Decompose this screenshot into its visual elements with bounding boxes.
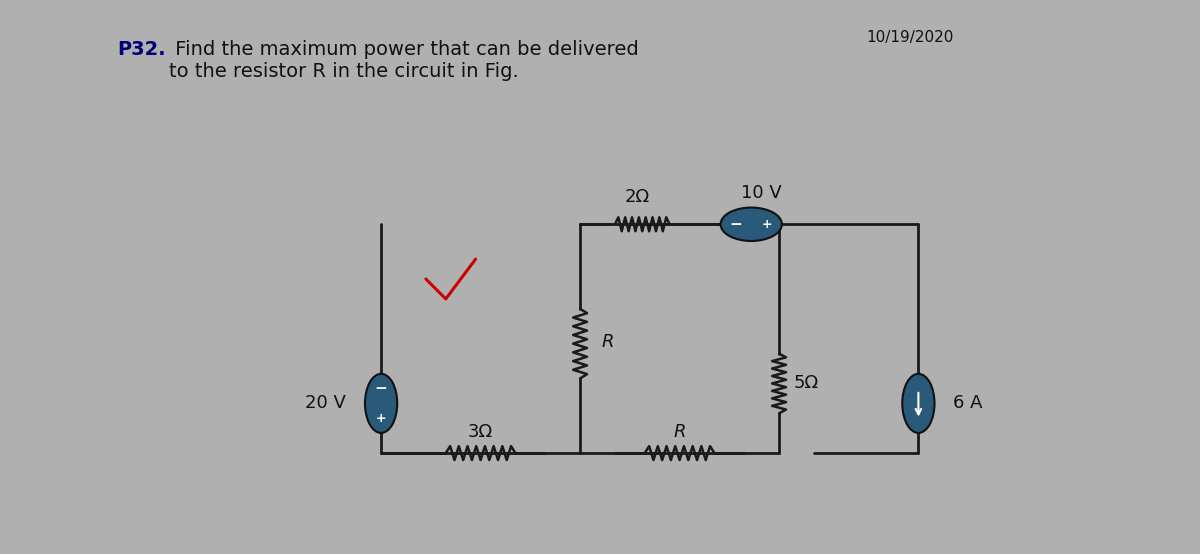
Text: 10 V: 10 V	[740, 184, 781, 202]
Text: 3Ω: 3Ω	[468, 423, 493, 441]
Ellipse shape	[365, 374, 397, 433]
Text: +: +	[376, 412, 386, 424]
Text: −: −	[730, 217, 743, 232]
Text: 5Ω: 5Ω	[794, 375, 820, 392]
Text: 20 V: 20 V	[306, 394, 347, 412]
Text: R: R	[602, 332, 614, 351]
Text: R: R	[673, 423, 686, 441]
Text: 2Ω: 2Ω	[624, 188, 649, 206]
Text: −: −	[374, 381, 388, 396]
Ellipse shape	[720, 208, 782, 241]
Ellipse shape	[902, 374, 935, 433]
Text: Find the maximum power that can be delivered
to the resistor R in the circuit in: Find the maximum power that can be deliv…	[169, 40, 638, 81]
Text: 6 A: 6 A	[953, 394, 983, 412]
Text: 10/19/2020: 10/19/2020	[866, 30, 953, 45]
Text: P32.: P32.	[118, 40, 166, 59]
Text: +: +	[761, 218, 772, 231]
